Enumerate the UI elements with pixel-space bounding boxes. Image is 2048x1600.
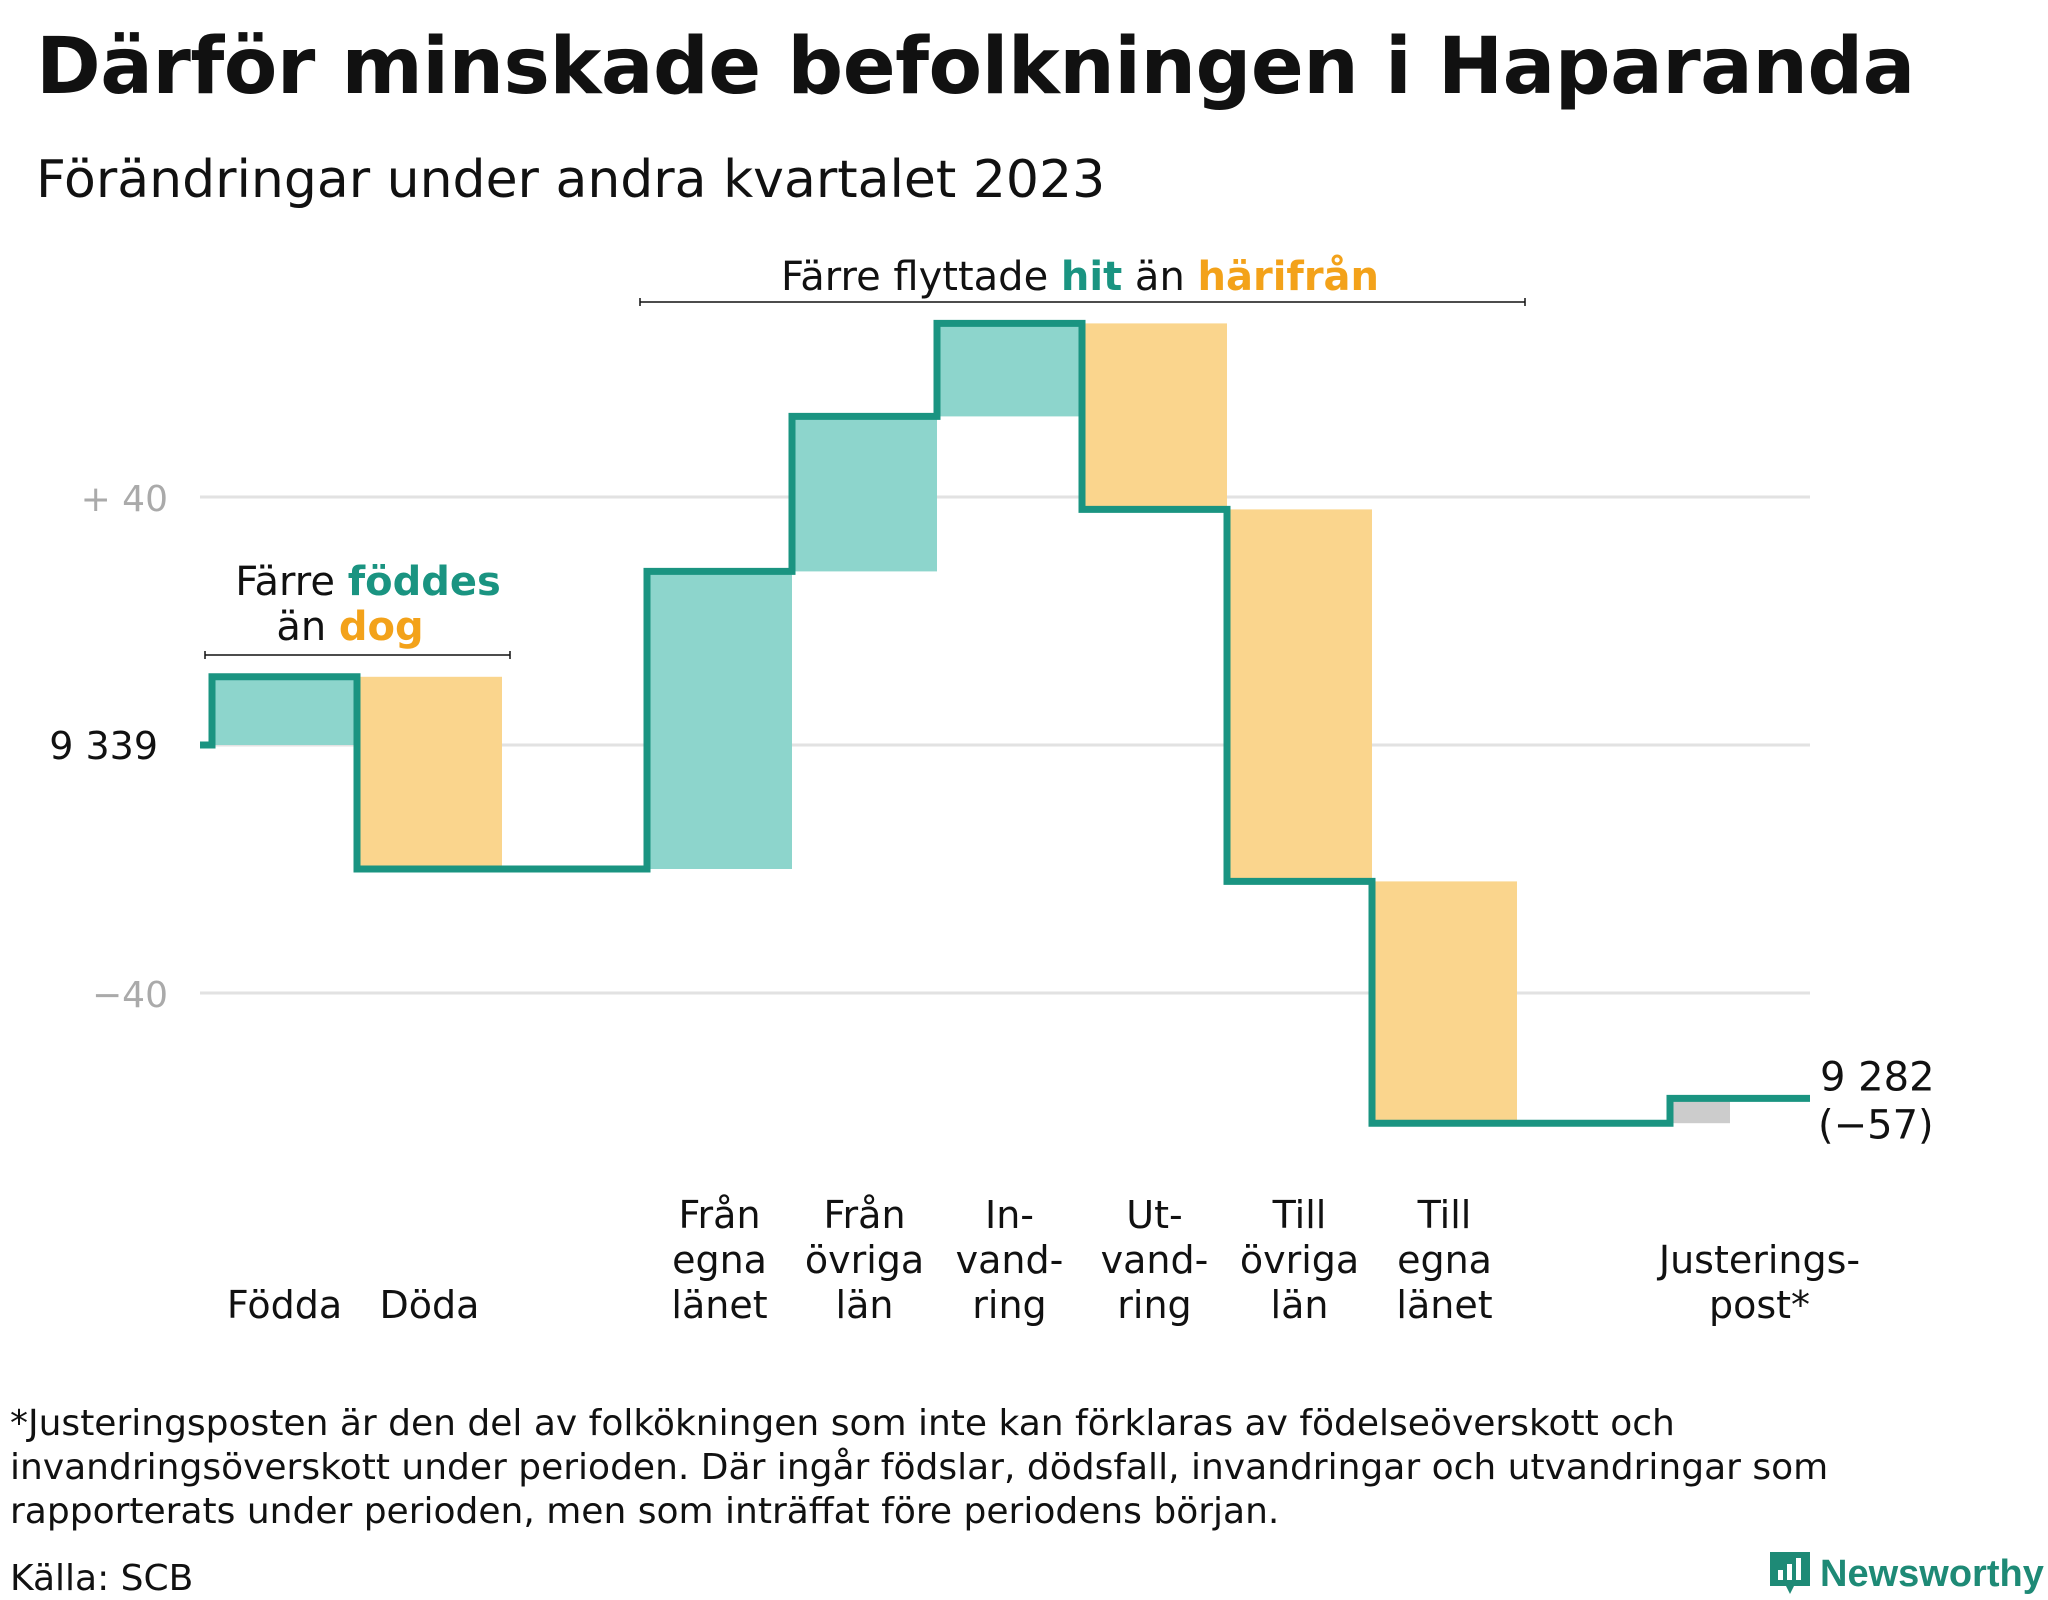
bar-justeringspost xyxy=(1670,1098,1730,1124)
category-label: Till xyxy=(1272,1193,1327,1237)
category-label: Födda xyxy=(227,1283,342,1327)
bar-layer xyxy=(212,323,1730,1124)
chart-title: Därför minskade befolkningen i Haparanda xyxy=(36,22,1915,112)
bar-tillegnalänet xyxy=(1372,881,1517,1124)
category-label: In- xyxy=(985,1193,1034,1237)
category-label: post* xyxy=(1709,1283,1810,1327)
step-line xyxy=(200,319,1810,1127)
category-label: Döda xyxy=(380,1283,480,1327)
annotation-births-line1: Färre föddes xyxy=(235,559,501,605)
bar-födda xyxy=(212,676,357,745)
category-label: vand- xyxy=(1101,1238,1209,1282)
newsworthy-logo-icon xyxy=(1770,1552,1810,1594)
bar-invandring xyxy=(937,323,1082,417)
category-label: Ut- xyxy=(1126,1193,1182,1237)
category-label: egna xyxy=(1397,1238,1492,1282)
category-label: Till xyxy=(1417,1193,1472,1237)
category-label: Från xyxy=(823,1193,905,1237)
annotation-births-line2: än dog xyxy=(276,604,423,650)
category-label: ring xyxy=(972,1283,1046,1327)
category-label: vand- xyxy=(956,1238,1064,1282)
brand-logo: Newsworthy xyxy=(1770,1552,2044,1596)
category-label: Justerings- xyxy=(1657,1238,1860,1282)
category-label: Från xyxy=(678,1193,760,1237)
source-text: Källa: SCB xyxy=(10,1558,194,1599)
step-line-layer xyxy=(200,319,1810,1127)
bar-utvandring xyxy=(1082,323,1227,510)
category-label: län xyxy=(836,1283,894,1327)
start-value-label: 9 339 xyxy=(49,724,158,768)
footnote: *Justeringsposten är den del av folkökni… xyxy=(10,1403,1829,1532)
end-value-label: 9 282 xyxy=(1820,1054,1935,1100)
category-label: övriga xyxy=(805,1238,924,1282)
bar-frånövrigalän xyxy=(792,416,937,572)
y-tick-label: + 40 xyxy=(81,479,168,520)
category-label: länet xyxy=(1396,1283,1492,1327)
bar-tillövrigalän xyxy=(1227,509,1372,882)
y-tick-label: −40 xyxy=(92,975,168,1016)
end-change-label: (−57) xyxy=(1818,1102,1934,1148)
category-label: ring xyxy=(1117,1283,1191,1327)
brand-name: Newsworthy xyxy=(1820,1552,2044,1595)
category-label: egna xyxy=(672,1238,767,1282)
annotation-migration: Färre flyttade hit än härifrån xyxy=(781,253,1379,300)
category-label: län xyxy=(1271,1283,1329,1327)
bar-frånegnalänet xyxy=(647,571,792,869)
category-label: länet xyxy=(671,1283,767,1327)
category-label: övriga xyxy=(1240,1238,1359,1282)
chart-subtitle: Förändringar under andra kvartalet 2023 xyxy=(36,150,1106,210)
bar-döda xyxy=(357,676,502,869)
